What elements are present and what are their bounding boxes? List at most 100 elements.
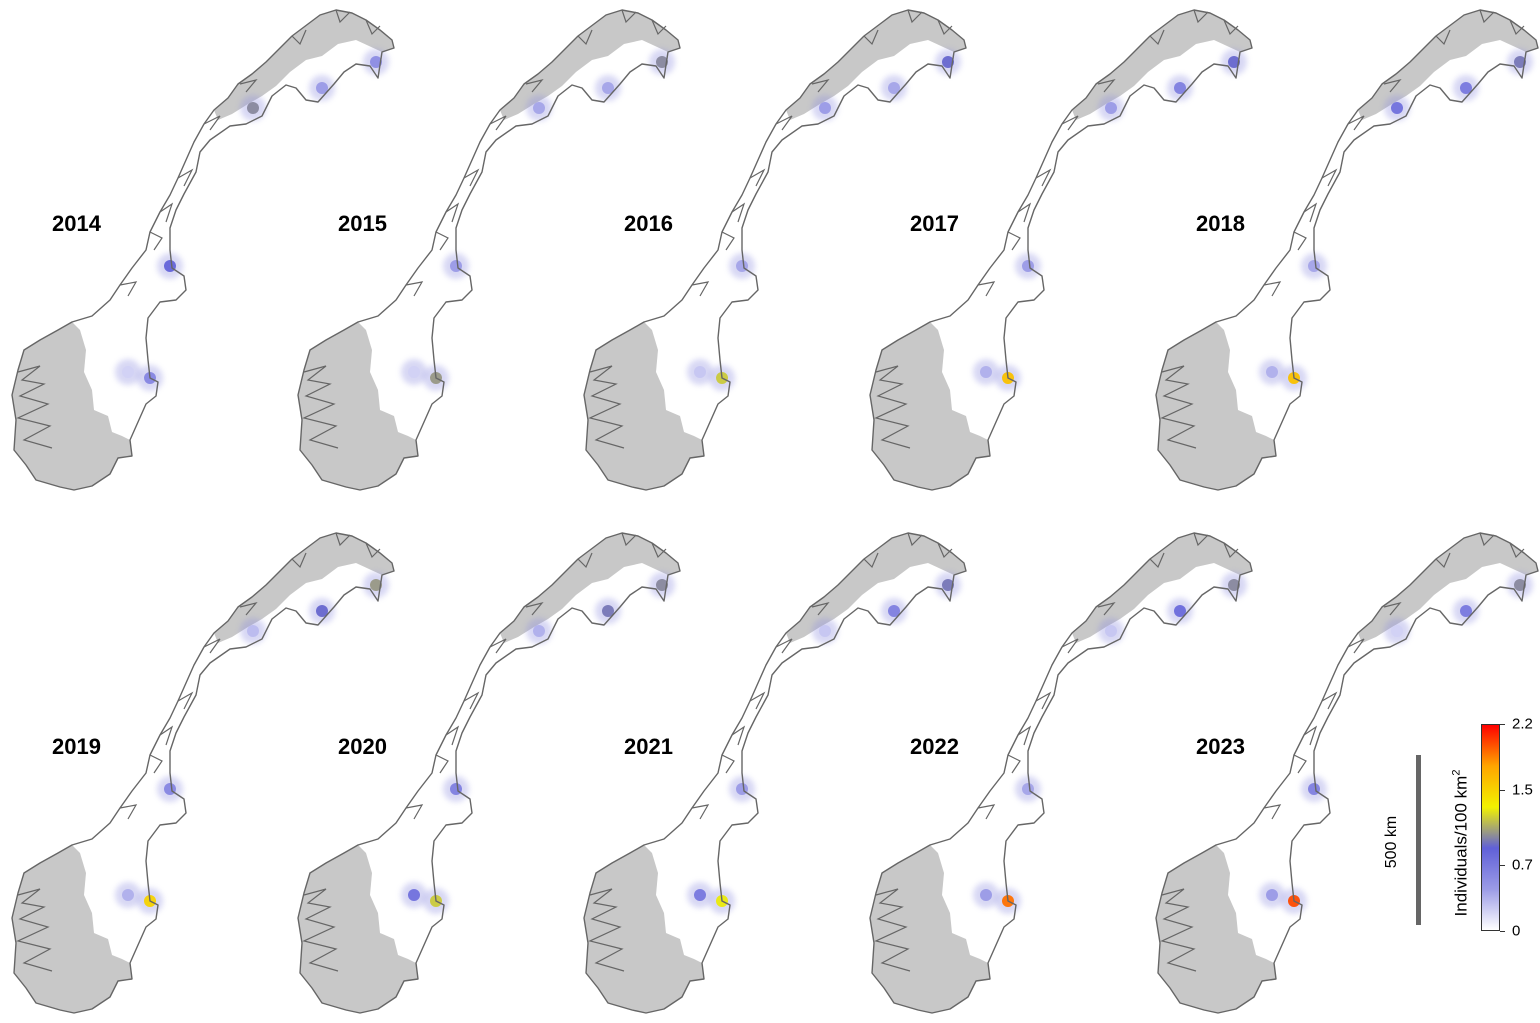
- legend-tick: [1500, 789, 1505, 791]
- hotspot-core: [980, 366, 992, 378]
- coastline-fjords: [302, 532, 667, 972]
- hotspot-core: [888, 605, 900, 617]
- map-panel: 2016: [572, 0, 967, 500]
- coastline-fjords: [1160, 532, 1525, 972]
- hotspot-core: [1228, 579, 1240, 591]
- map-panel: 2015: [286, 0, 681, 500]
- year-label: 2020: [338, 734, 387, 759]
- legend-tick-label: 1.5: [1512, 781, 1533, 799]
- hotspot-core: [122, 366, 134, 378]
- density-hotspot: [812, 618, 838, 644]
- study-area: [1156, 10, 1538, 490]
- density-hotspot: [240, 618, 266, 644]
- density-hotspot: [649, 49, 675, 75]
- study-area: [1156, 533, 1538, 1013]
- density-hotspot: [1453, 598, 1479, 624]
- coastline-fjords: [1160, 9, 1525, 449]
- land-outside-south: [870, 322, 990, 490]
- density-hotspot: [595, 598, 621, 624]
- coastline-fjords: [302, 9, 667, 449]
- map-svg: [869, 532, 1253, 1014]
- density-hotspot: [157, 776, 183, 802]
- density-hotspot: [115, 359, 141, 385]
- map-svg: [297, 532, 681, 1014]
- land-outside-north: [214, 533, 394, 643]
- year-label: 2022: [910, 734, 959, 759]
- hotspot-core: [942, 56, 954, 68]
- year-label: 2017: [910, 211, 959, 236]
- hotspot-core: [1105, 625, 1117, 637]
- map-panel: 2019: [0, 523, 395, 1023]
- map-svg: [869, 9, 1253, 491]
- density-hotspot: [729, 253, 755, 279]
- legend-tick-label: 0: [1512, 922, 1521, 940]
- hotspot-core: [1174, 82, 1186, 94]
- hotspot-core: [247, 102, 259, 114]
- density-hotspot: [1098, 618, 1124, 644]
- density-hotspot: [935, 572, 961, 598]
- hotspot-core: [1391, 625, 1403, 637]
- density-hotspot: [1384, 618, 1410, 644]
- density-hotspot: [1259, 882, 1285, 908]
- coastline-fjords: [874, 532, 1239, 972]
- hotspot-core: [656, 56, 668, 68]
- density-hotspot: [309, 598, 335, 624]
- year-label: 2019: [52, 734, 101, 759]
- density-hotspot: [115, 882, 141, 908]
- density-hotspot: [309, 75, 335, 101]
- study-area: [12, 533, 394, 1013]
- land-outside-south: [870, 845, 990, 1013]
- map-panel: 2023: [1144, 523, 1539, 1023]
- map-svg: [583, 9, 967, 491]
- map-panel: 2020: [286, 523, 681, 1023]
- density-hotspot: [1221, 572, 1247, 598]
- year-label: 2023: [1196, 734, 1245, 759]
- density-hotspot: [935, 49, 961, 75]
- scale-bar-label: 500 km: [1383, 815, 1400, 869]
- hotspot-core: [1174, 605, 1186, 617]
- density-hotspot: [1301, 253, 1327, 279]
- hotspot-core: [370, 579, 382, 591]
- land-outside-north: [786, 10, 966, 120]
- hotspot-core: [533, 102, 545, 114]
- hotspot-core: [122, 889, 134, 901]
- density-hotspot: [443, 776, 469, 802]
- density-hotspot: [1453, 75, 1479, 101]
- hotspot-core: [819, 625, 831, 637]
- density-hotspot: [595, 75, 621, 101]
- density-hotspot: [1098, 95, 1124, 121]
- land-outside-north: [500, 533, 680, 643]
- density-hotspot: [1167, 598, 1193, 624]
- density-hotspot: [1015, 253, 1041, 279]
- hotspot-core: [1460, 605, 1472, 617]
- map-svg: [583, 532, 967, 1014]
- hotspot-core: [1105, 102, 1117, 114]
- land-outside-south: [298, 322, 418, 490]
- density-hotspot: [1015, 776, 1041, 802]
- coastline-fjords: [588, 9, 953, 449]
- year-label: 2014: [52, 211, 101, 236]
- land-outside-north: [500, 10, 680, 120]
- legend-tick: [1500, 724, 1505, 725]
- hotspot-core: [1514, 579, 1526, 591]
- hotspot-core: [819, 102, 831, 114]
- year-label: 2018: [1196, 211, 1245, 236]
- map-svg: [11, 9, 395, 491]
- land-outside-south: [1156, 845, 1276, 1013]
- density-hotspot: [401, 882, 427, 908]
- legend-tick-label: 0.7: [1512, 856, 1533, 874]
- density-hotspot: [812, 95, 838, 121]
- legend-tick-label: 2.2: [1512, 715, 1533, 733]
- coastline-fjords: [16, 9, 381, 449]
- hotspot-core: [602, 82, 614, 94]
- hotspot-core: [602, 605, 614, 617]
- hotspot-core: [1266, 366, 1278, 378]
- legend-title: Individuals/100 km2: [1451, 770, 1472, 917]
- density-hotspot: [1259, 359, 1285, 385]
- density-hotspot: [157, 253, 183, 279]
- study-area: [584, 10, 966, 490]
- land-outside-south: [584, 322, 704, 490]
- map-panel: 2021: [572, 523, 967, 1023]
- land-outside-south: [1156, 322, 1276, 490]
